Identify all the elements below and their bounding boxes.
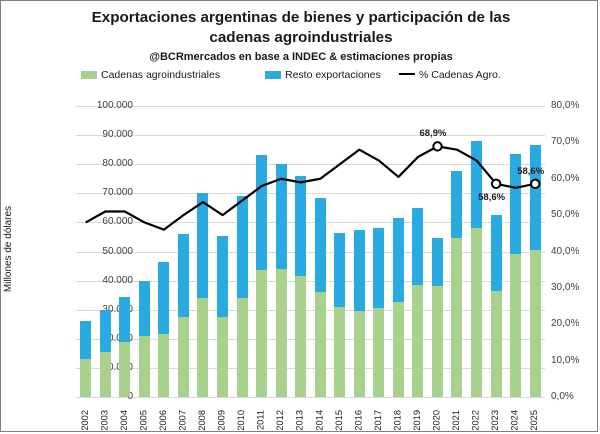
svg-text:2007: 2007	[177, 410, 187, 431]
svg-text:2021: 2021	[451, 410, 461, 431]
svg-text:2023: 2023	[490, 410, 500, 431]
svg-text:2008: 2008	[197, 410, 207, 431]
svg-text:2011: 2011	[256, 410, 266, 430]
svg-text:2009: 2009	[217, 410, 227, 431]
svg-text:2014: 2014	[314, 410, 324, 431]
svg-text:2006: 2006	[158, 410, 168, 431]
svg-text:2019: 2019	[412, 410, 422, 431]
svg-text:2018: 2018	[392, 410, 402, 431]
svg-text:2015: 2015	[334, 410, 344, 431]
svg-text:2022: 2022	[471, 410, 481, 431]
svg-text:2016: 2016	[353, 410, 363, 431]
svg-text:2017: 2017	[373, 410, 383, 431]
svg-text:2010: 2010	[236, 410, 246, 431]
svg-text:2005: 2005	[138, 410, 148, 431]
svg-text:2002: 2002	[80, 410, 90, 431]
svg-text:2012: 2012	[275, 410, 285, 431]
svg-text:2024: 2024	[510, 410, 520, 431]
svg-text:2004: 2004	[119, 410, 129, 431]
svg-text:2013: 2013	[295, 410, 305, 431]
svg-text:2020: 2020	[432, 410, 442, 431]
svg-text:2025: 2025	[529, 410, 539, 431]
svg-text:2003: 2003	[99, 410, 109, 431]
